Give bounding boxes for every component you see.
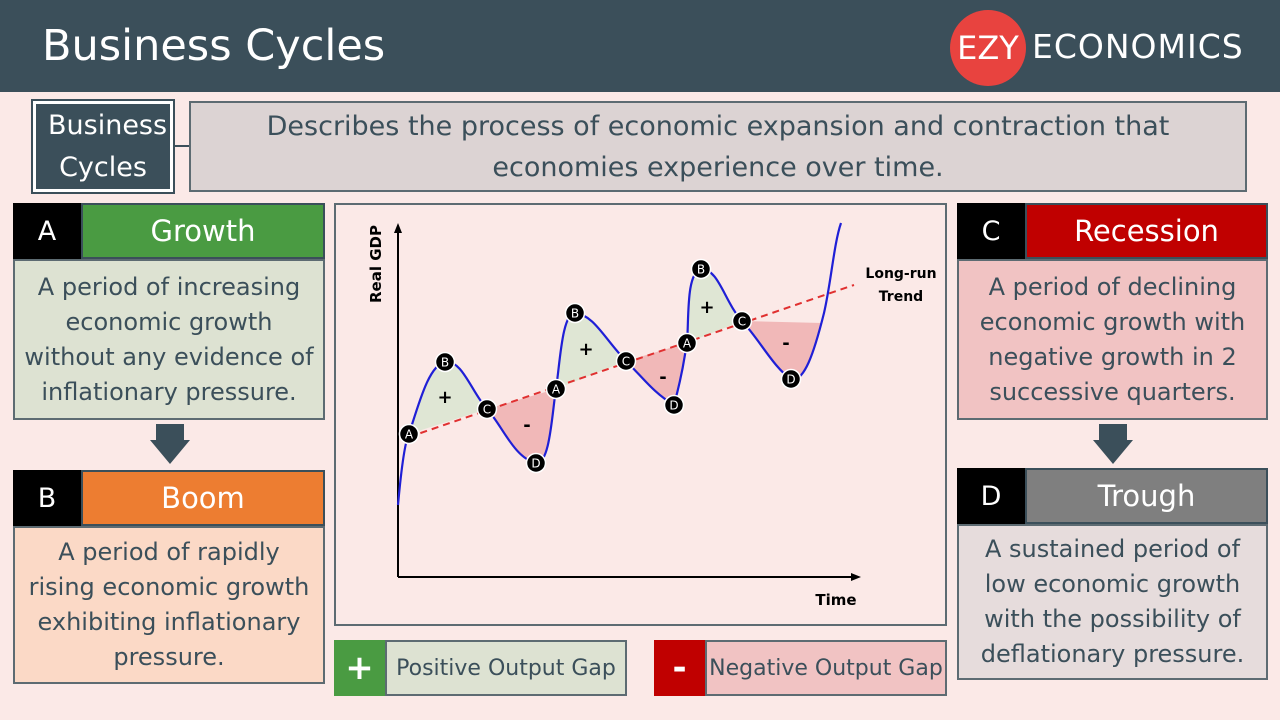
x-axis-label: Time	[815, 591, 856, 609]
phase-title-boom: Boom	[81, 470, 325, 526]
cycle-point-label: C	[622, 355, 630, 369]
positive-gap-area	[687, 269, 742, 343]
phase-description-boom: A period of rapidly rising economic grow…	[13, 526, 325, 684]
page-title: Business Cycles	[42, 21, 386, 71]
cycle-point-label: B	[571, 307, 579, 321]
cycle-point-label: A	[683, 337, 692, 351]
definition-box: Describes the process of economic expans…	[189, 101, 1247, 192]
phase-title-recession: Recession	[1025, 203, 1268, 259]
phase-title-trough: Trough	[1025, 468, 1268, 524]
negative-gap-symbol: -	[654, 640, 705, 696]
negative-gap-area	[487, 389, 556, 464]
cycle-point-d: D	[525, 452, 547, 474]
definition-text: Describes the process of economic expans…	[266, 110, 1170, 183]
logo-mark: EZY	[950, 10, 1026, 86]
cycle-point-a: A	[398, 423, 420, 445]
phase-letter-c: C	[957, 203, 1025, 259]
positive-gap-symbol: +	[334, 640, 385, 696]
cycle-point-label: D	[786, 373, 795, 387]
cycle-point-c: C	[731, 310, 753, 332]
cycle-point-d: D	[780, 368, 802, 390]
term-box: Business Cycles	[33, 101, 173, 192]
negative-gap-area	[742, 321, 822, 380]
phase-title-growth: Growth	[81, 203, 325, 259]
y-axis-arrow-icon	[394, 223, 402, 233]
phase-letter-b: B	[13, 470, 81, 526]
cycle-points: A B C D A B C D A B C D	[398, 258, 802, 474]
logo-text: ECONOMICS	[1032, 27, 1244, 66]
cycle-point-label: B	[441, 356, 449, 370]
positive-gap-sign: +	[437, 387, 452, 408]
cycle-point-label: C	[738, 315, 746, 329]
positive-gap-sign: +	[699, 297, 714, 318]
cycle-point-label: D	[669, 399, 678, 413]
cycle-point-label: D	[531, 457, 540, 471]
cycle-point-label: C	[483, 403, 491, 417]
cycle-point-c: C	[615, 350, 637, 372]
cycle-point-b: B	[564, 302, 586, 324]
term-connector	[173, 145, 191, 147]
cycle-point-label: A	[405, 428, 414, 442]
positive-gap-label: Positive Output Gap	[385, 640, 627, 696]
output-gap-signs: + - + - + -	[437, 297, 789, 436]
negative-gap-sign: -	[782, 333, 789, 354]
phase-description-growth: A period of increasing economic growth w…	[13, 259, 325, 420]
business-cycle-diagram-svg: + - + - + - A B C D A B C D A B C D Real GDP Time Long-r…	[367, 222, 937, 609]
cycle-point-a: A	[545, 378, 567, 400]
term-label: Business Cycles	[48, 109, 168, 183]
down-arrow-head-icon	[150, 440, 190, 464]
trend-label-line-2: Trend	[879, 289, 923, 305]
positive-gap-sign: +	[578, 339, 593, 360]
phase-letter-a: A	[13, 203, 81, 259]
phase-description-trough: A sustained period of low economic growt…	[957, 524, 1268, 680]
phase-description-recession: A period of declining economic growth wi…	[957, 259, 1268, 420]
cycle-point-b: B	[434, 351, 456, 373]
negative-gap-label: Negative Output Gap	[705, 640, 947, 696]
cycle-point-b: B	[690, 258, 712, 280]
x-axis-arrow-icon	[851, 573, 861, 581]
cycle-point-a: A	[676, 332, 698, 354]
down-arrow-icon	[156, 424, 184, 440]
negative-gap-sign: -	[659, 367, 666, 388]
header-bar	[0, 0, 1280, 92]
cycle-point-d: D	[663, 394, 685, 416]
down-arrow-icon	[1099, 424, 1127, 440]
cycle-point-label: B	[697, 263, 705, 277]
y-axis-label: Real GDP	[367, 225, 385, 303]
cycle-point-label: A	[552, 383, 561, 397]
down-arrow-head-icon	[1093, 440, 1133, 464]
trend-label-line-1: Long-run	[865, 266, 936, 282]
negative-gap-sign: -	[523, 415, 530, 436]
positive-gap-area	[556, 313, 626, 389]
cycle-point-c: C	[476, 398, 498, 420]
phase-letter-d: D	[957, 468, 1025, 524]
